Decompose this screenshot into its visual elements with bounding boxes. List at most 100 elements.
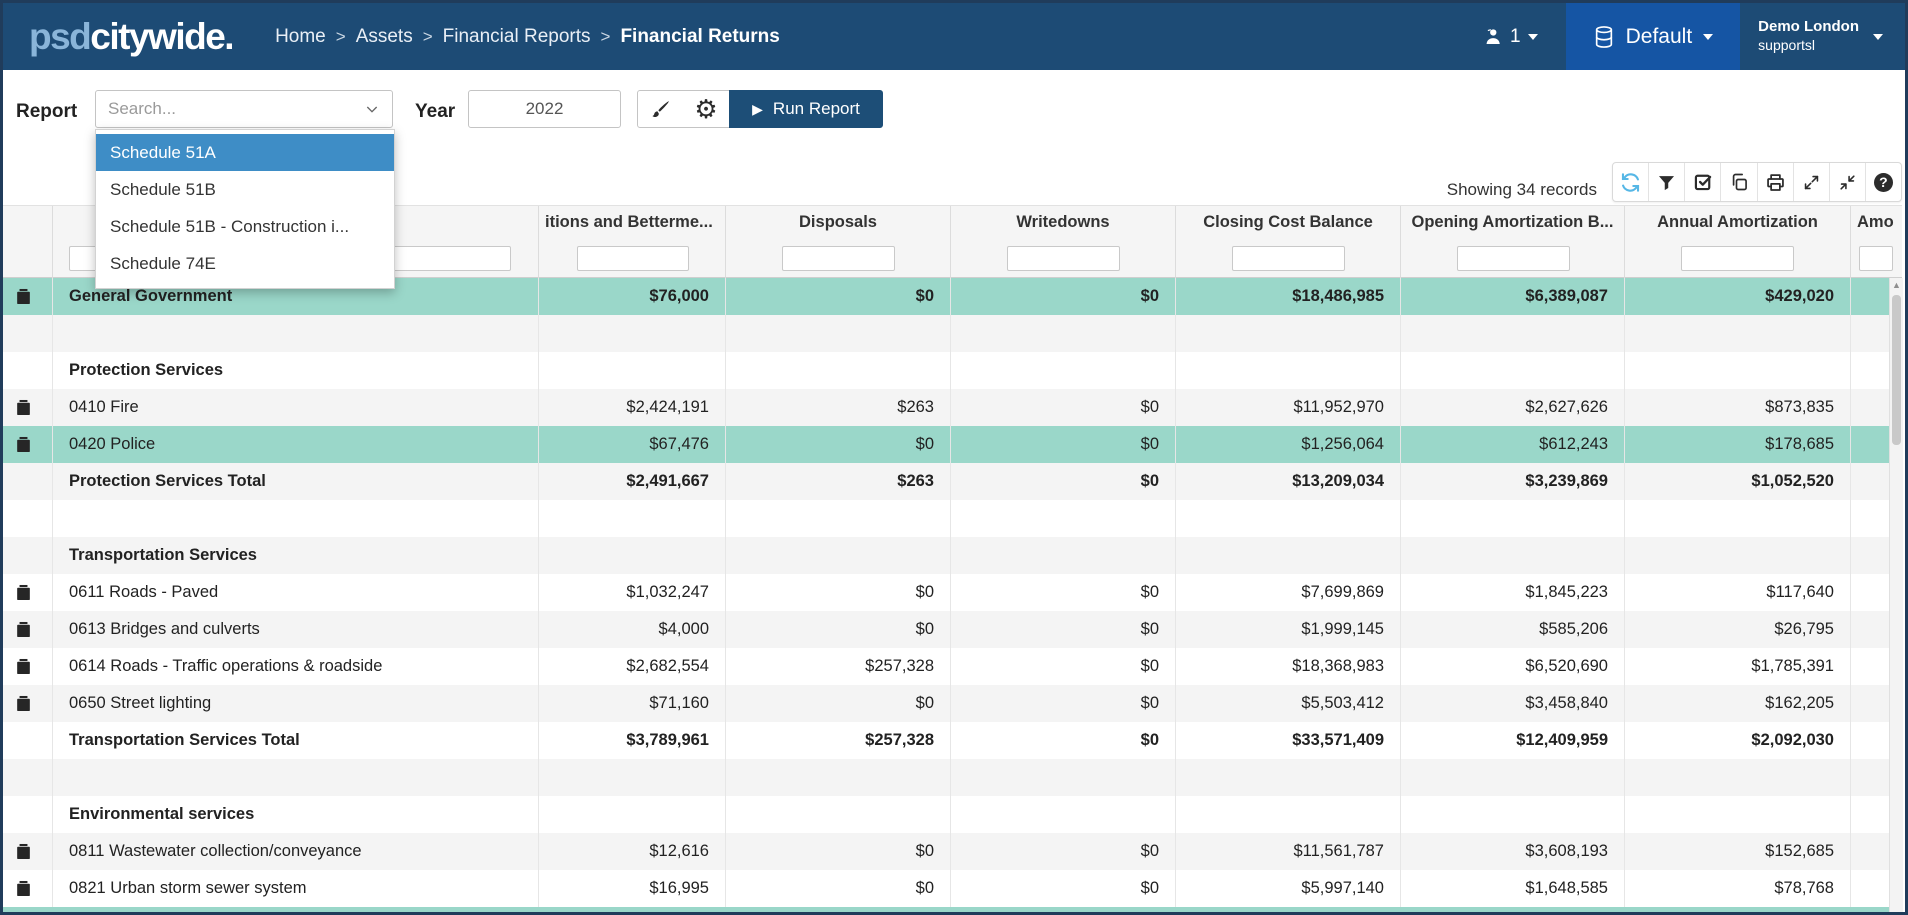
report-option[interactable]: Schedule 74E	[96, 245, 394, 282]
scroll-up-arrow[interactable]: ▲	[1890, 278, 1903, 293]
environment-menu[interactable]: Default	[1566, 3, 1741, 70]
row-value-cell: $0	[950, 426, 1175, 463]
table-row[interactable]: 0811 Wastewater collection/conveyance$12…	[3, 833, 1902, 870]
table-row[interactable]: Protection Services	[3, 352, 1902, 389]
column-header-label[interactable]: Opening Amortization B...	[1401, 213, 1624, 232]
row-value-cell	[1624, 537, 1850, 574]
breadcrumb-item[interactable]: Home	[275, 26, 326, 48]
expand-button[interactable]	[1793, 163, 1829, 201]
row-value-cell: $1,648,585	[1400, 870, 1624, 907]
report-search-select[interactable]: Search...	[95, 90, 393, 128]
report-option[interactable]: Schedule 51B	[96, 171, 394, 208]
header-column: Amo	[1850, 206, 1902, 278]
row-value-cell: $71,160	[538, 685, 725, 722]
row-value-cell	[725, 352, 950, 389]
help-icon: ?	[1874, 173, 1893, 192]
style-button[interactable]	[637, 90, 684, 128]
row-value-cell: $178,685	[1624, 426, 1850, 463]
row-value: $263	[726, 398, 950, 417]
header-column: Annual Amortization	[1624, 206, 1850, 278]
row-value: $3,608,193	[1401, 842, 1624, 861]
report-option[interactable]: Schedule 51B - Construction i...	[96, 208, 394, 245]
column-filter-input[interactable]	[782, 246, 895, 271]
row-value-cell: $5,503,412	[1175, 685, 1400, 722]
scrollbar-thumb[interactable]	[1892, 295, 1901, 445]
column-filter-input[interactable]	[1232, 246, 1345, 271]
table-row[interactable]: 0650 Street lighting$71,160$0$0$5,503,41…	[3, 685, 1902, 722]
breadcrumb-item[interactable]: Assets	[356, 26, 413, 48]
row-value-cell	[1624, 352, 1850, 389]
column-filter-input[interactable]	[1859, 246, 1893, 271]
row-name: 0811 Wastewater collection/conveyance	[53, 842, 362, 861]
run-report-button[interactable]: ▶ Run Report	[729, 90, 883, 128]
print-button[interactable]	[1757, 163, 1793, 201]
row-value-cell	[950, 796, 1175, 833]
table-row[interactable]: Transportation Services Total$3,789,961$…	[3, 722, 1902, 759]
table-row[interactable]: 0613 Bridges and culverts$4,000$0$0$1,99…	[3, 611, 1902, 648]
report-option[interactable]: Schedule 51A	[96, 134, 394, 171]
column-header-label[interactable]: Amo	[1851, 213, 1902, 232]
settings-button[interactable]: ⚙	[683, 90, 730, 128]
table-row[interactable]: Environmental services	[3, 796, 1902, 833]
database-icon	[1593, 25, 1615, 49]
column-header-label[interactable]: Writedowns	[951, 213, 1175, 232]
breadcrumb-item[interactable]: Financial Returns	[620, 26, 779, 48]
table-row-empty[interactable]	[3, 759, 1902, 796]
row-value: $2,627,626	[1401, 398, 1624, 417]
row-value: $0	[726, 583, 950, 602]
brush-icon	[650, 99, 671, 120]
row-value: $3,239,869	[1401, 472, 1624, 491]
table-row[interactable]: 0821 Urban storm sewer system$16,995$0$0…	[3, 870, 1902, 907]
navbar-right: 1 Default Demo London supportsl	[1454, 3, 1905, 70]
column-filter-input[interactable]	[1457, 246, 1570, 271]
copy-button[interactable]	[1720, 163, 1756, 201]
table-row[interactable]: 0614 Roads - Traffic operations & roadsi…	[3, 648, 1902, 685]
column-filter-input[interactable]	[577, 246, 689, 271]
row-value: $6,389,087	[1401, 287, 1624, 306]
row-value-cell: $2,424,191	[538, 389, 725, 426]
table-row-empty[interactable]	[3, 315, 1902, 352]
row-name: General Government	[53, 287, 232, 306]
row-icon-cell	[3, 722, 52, 759]
row-name-cell: 0410 Fire	[52, 389, 538, 426]
collapse-button[interactable]	[1829, 163, 1865, 201]
row-value-cell	[1175, 537, 1400, 574]
column-header-label[interactable]: Annual Amortization	[1625, 213, 1850, 232]
table-body: General Government$76,000$0$0$18,486,985…	[3, 278, 1902, 907]
copy-icon	[1729, 172, 1749, 192]
row-value-cell: $0	[950, 685, 1175, 722]
top-navbar: psdcitywide. Home>Assets>Financial Repor…	[3, 3, 1905, 70]
row-value: $12,409,959	[1401, 731, 1624, 750]
help-button[interactable]: ?	[1865, 163, 1901, 201]
year-input[interactable]	[468, 90, 621, 128]
table-row[interactable]: Protection Services Total$2,491,667$263$…	[3, 463, 1902, 500]
table-row[interactable]: Transportation Services	[3, 537, 1902, 574]
row-name-cell: 0613 Bridges and culverts	[52, 611, 538, 648]
column-header-label[interactable]: itions and Betterme...	[539, 213, 725, 232]
table-row-empty[interactable]	[3, 500, 1902, 537]
row-value-cell: $873,835	[1624, 389, 1850, 426]
refresh-button[interactable]	[1613, 163, 1648, 201]
row-value-cell: $0	[725, 426, 950, 463]
table-row[interactable]: 0410 Fire$2,424,191$263$0$11,952,970$2,6…	[3, 389, 1902, 426]
filter-icon	[1657, 173, 1676, 192]
column-filter-input[interactable]	[1681, 246, 1794, 271]
select-columns-button[interactable]	[1684, 163, 1720, 201]
row-name-cell: Protection Services Total	[52, 463, 538, 500]
table-row[interactable]: 0420 Police$67,476$0$0$1,256,064$612,243…	[3, 426, 1902, 463]
filter-button[interactable]	[1648, 163, 1684, 201]
active-users-menu[interactable]: 1	[1454, 3, 1566, 70]
table-row[interactable]: 0611 Roads - Paved$1,032,247$0$0$7,699,8…	[3, 574, 1902, 611]
row-icon-cell	[3, 611, 52, 648]
breadcrumb-item[interactable]: Financial Reports	[443, 26, 591, 48]
row-value: $1,845,223	[1401, 583, 1624, 602]
vertical-scrollbar[interactable]: ▲	[1889, 278, 1903, 912]
chevron-down-icon	[1873, 34, 1883, 40]
account-line1: Demo London	[1758, 18, 1859, 37]
row-value-cell	[538, 796, 725, 833]
column-header-label[interactable]: Closing Cost Balance	[1176, 213, 1400, 232]
column-header-label[interactable]: Disposals	[726, 213, 950, 232]
row-value: $257,328	[726, 657, 950, 676]
account-menu[interactable]: Demo London supportsl	[1740, 3, 1905, 70]
column-filter-input[interactable]	[1007, 246, 1120, 271]
